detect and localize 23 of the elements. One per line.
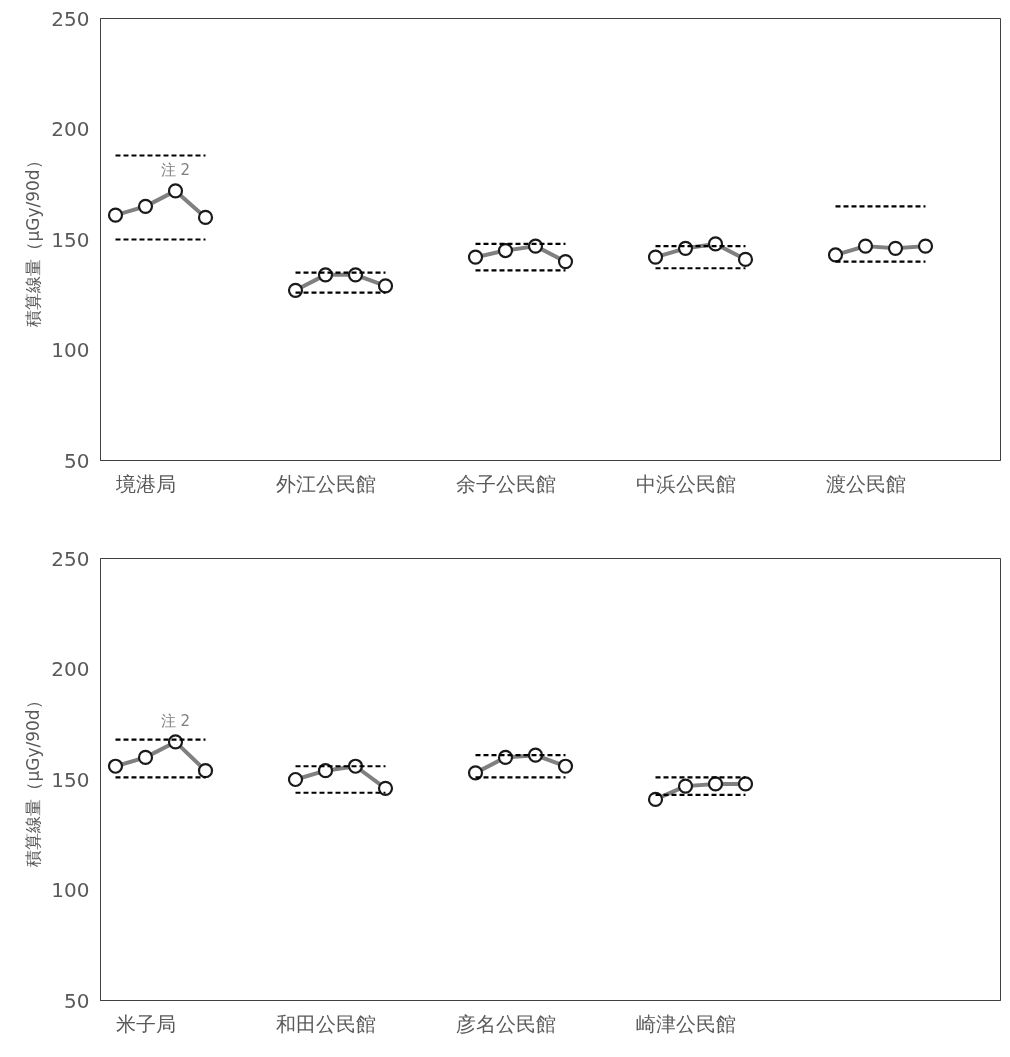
x-tick-label: 中浜公民館 <box>635 471 736 496</box>
annotation: 注 2 <box>160 711 191 730</box>
y-tick-label: 50 <box>64 448 90 473</box>
y-tick-label: 150 <box>51 767 90 792</box>
y-tick-label: 250 <box>51 6 90 31</box>
x-tick-label: 境港局 <box>114 471 176 496</box>
y-axis-title: 積算線量（μGy/90d） <box>23 152 44 327</box>
y-axis-title: 積算線量（μGy/90d） <box>23 692 44 867</box>
x-tick-label: 彦名公民館 <box>455 1011 556 1036</box>
x-tick-label: 崎津公民館 <box>635 1011 736 1036</box>
y-tick-label: 50 <box>64 988 90 1013</box>
y-tick-label: 200 <box>51 657 90 681</box>
x-tick-label: 渡公民館 <box>825 471 906 496</box>
annotation: 注 2 <box>160 160 191 179</box>
y-tick-label: 100 <box>51 338 90 362</box>
x-tick-label: 外江公民館 <box>275 471 376 496</box>
x-tick-label: 米子局 <box>115 1011 176 1036</box>
y-tick-label: 150 <box>51 227 90 252</box>
x-tick-label: 和田公民館 <box>275 1011 376 1036</box>
y-tick-label: 200 <box>51 117 90 141</box>
x-tick-label: 余子公民館 <box>455 471 556 496</box>
y-tick-label: 250 <box>51 546 90 571</box>
y-tick-label: 100 <box>51 878 90 902</box>
